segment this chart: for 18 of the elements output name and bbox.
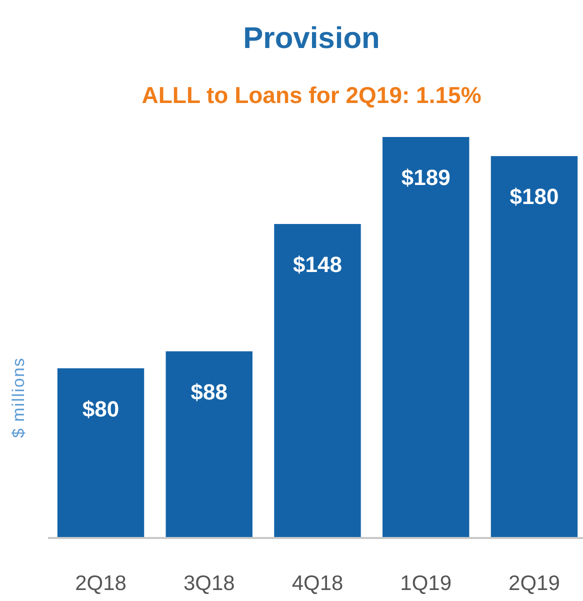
data-label: $189: [401, 165, 450, 190]
y-axis-title: $ millions: [9, 357, 28, 438]
x-tick-label: 2Q19: [508, 572, 560, 595]
bar: [382, 137, 470, 538]
chart-subtitle: ALLL to Loans for 2Q19: 1.15%: [142, 82, 482, 108]
x-tick-label: 4Q18: [292, 572, 344, 595]
bar: [274, 224, 361, 538]
data-label: $180: [510, 184, 559, 210]
x-tick-label: 3Q18: [183, 572, 235, 595]
chart-title: Provision: [243, 22, 380, 55]
data-label: $80: [82, 396, 120, 422]
x-tick-label: 1Q19: [400, 572, 452, 595]
x-tick-label: 2Q18: [75, 572, 126, 595]
bar: [57, 368, 144, 538]
bar: [166, 351, 252, 538]
data-label: $88: [190, 379, 228, 404]
data-label: $148: [293, 252, 342, 277]
bar: [490, 156, 578, 538]
